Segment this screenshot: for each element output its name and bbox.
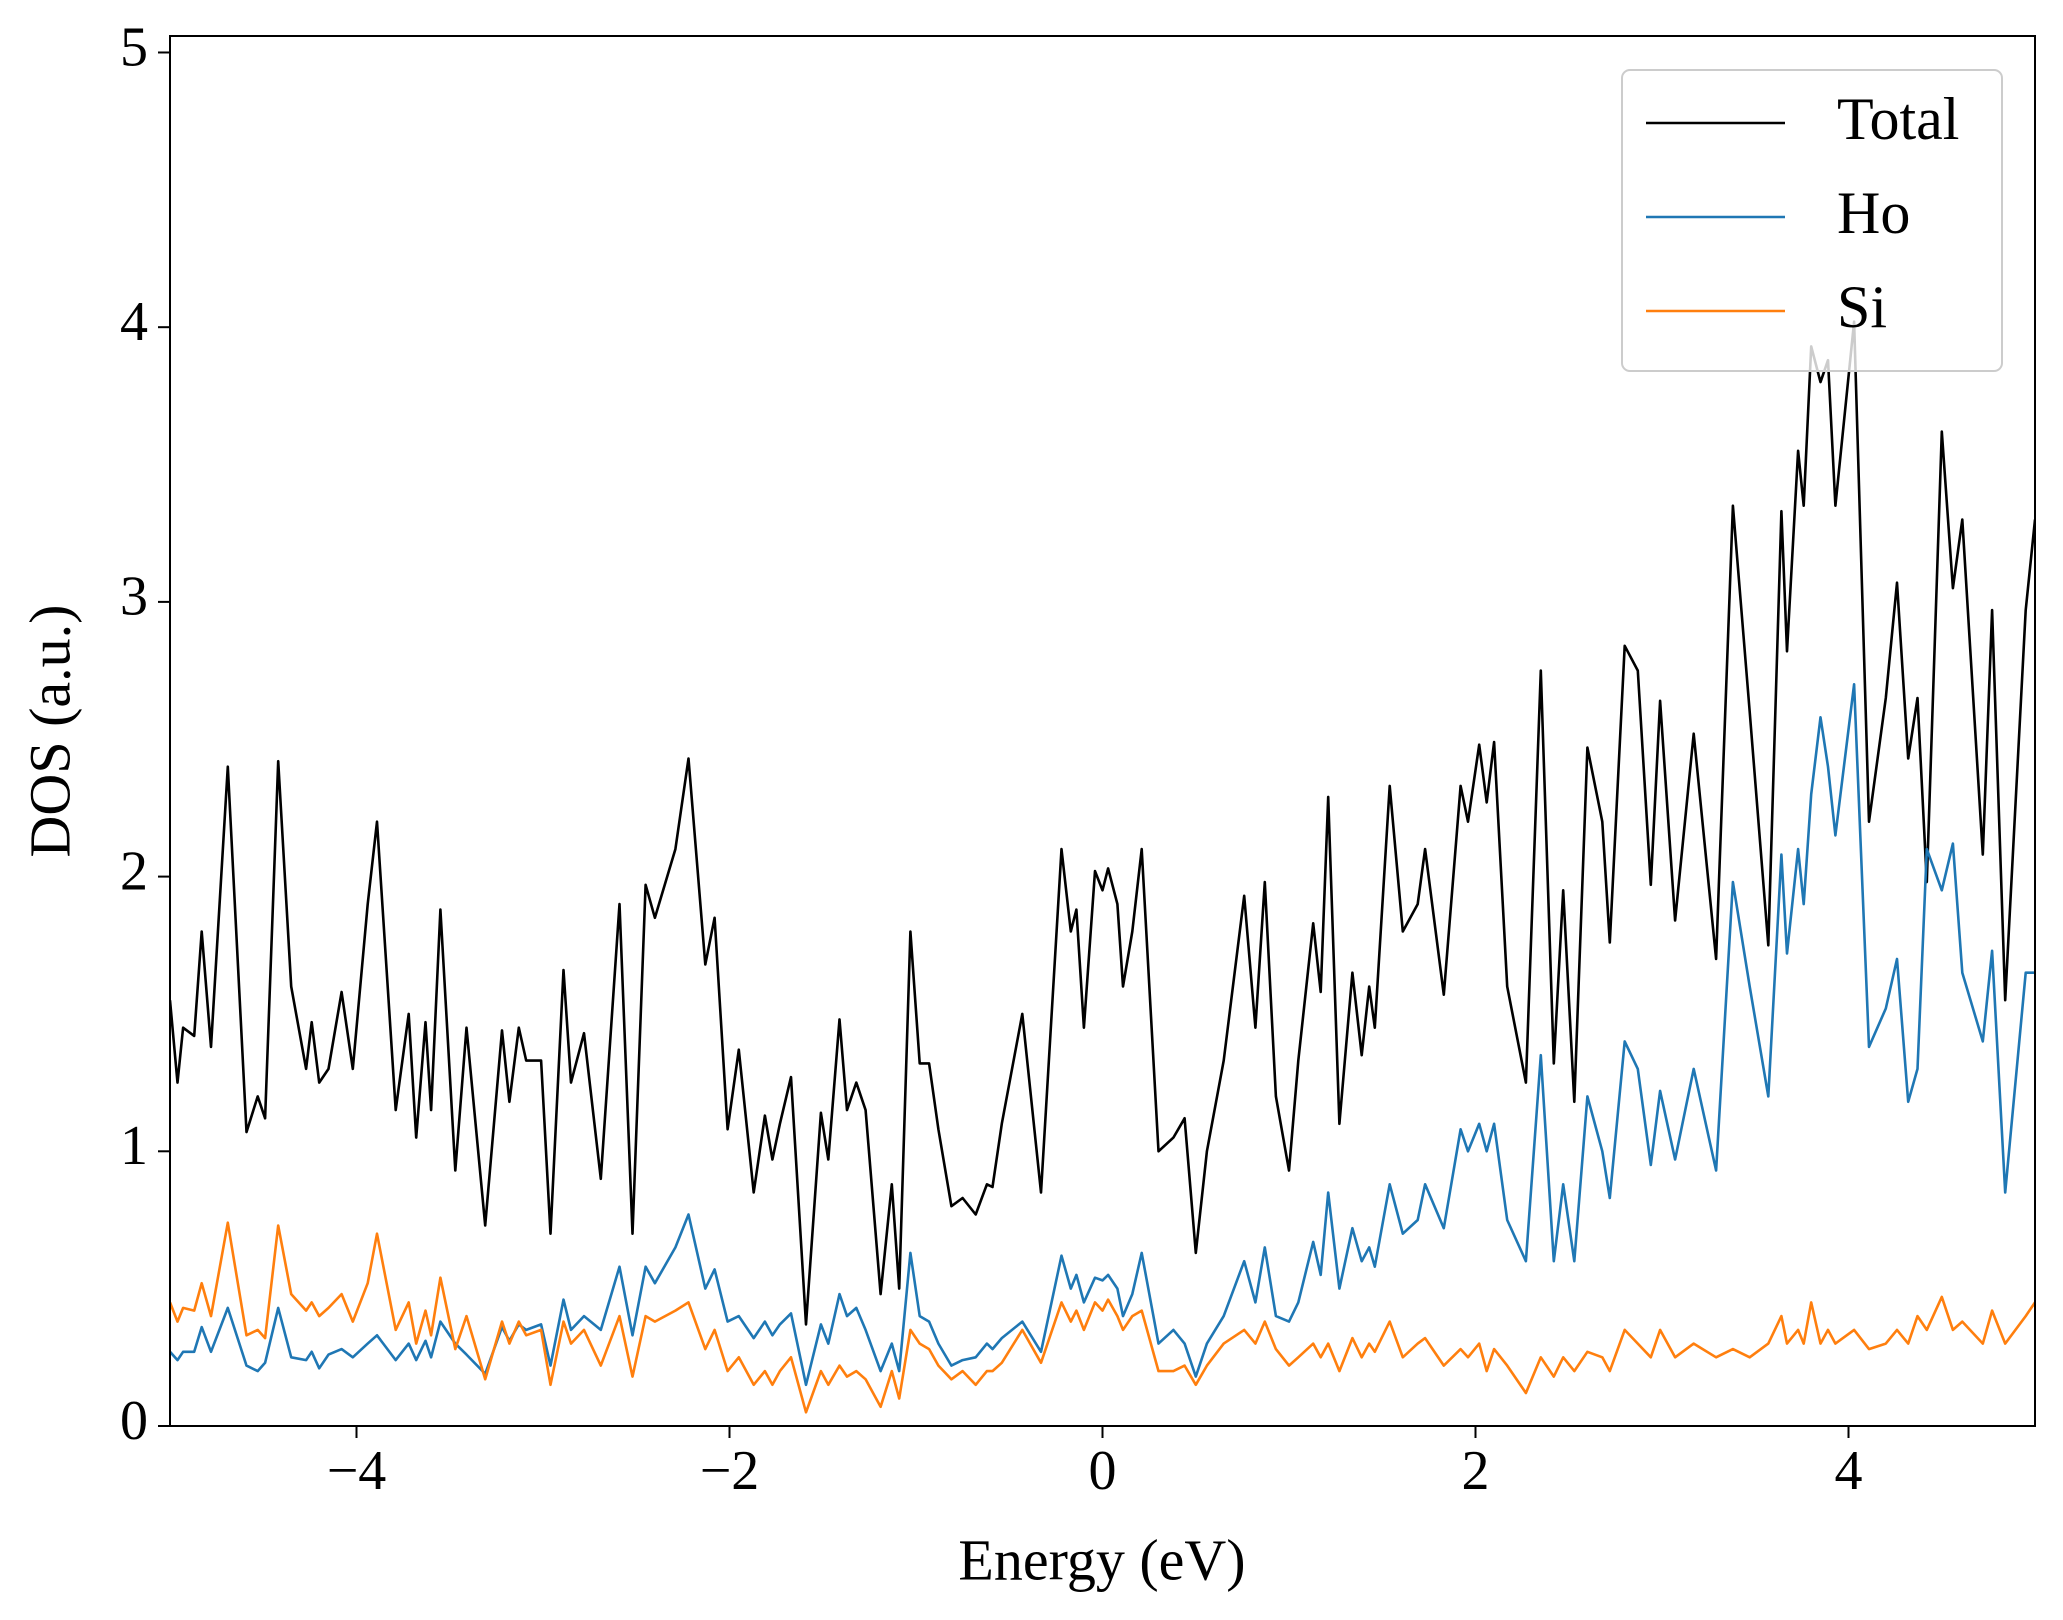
y-tick-label: 0	[120, 1390, 148, 1452]
y-tick-label: 2	[120, 840, 148, 902]
x-tick-label: 2	[1462, 1440, 1490, 1502]
y-tick-label: 5	[120, 16, 148, 78]
x-tick-label: 4	[1835, 1440, 1863, 1502]
legend-label: Total	[1837, 86, 1959, 152]
series-line	[170, 320, 2035, 1326]
legend-label: Ho	[1837, 180, 1910, 246]
x-tick-label: 0	[1089, 1440, 1117, 1502]
plot-frame	[169, 35, 2036, 1427]
x-tick-label: −4	[327, 1440, 387, 1502]
y-tick-label: 4	[120, 291, 148, 353]
y-tick-label: 1	[120, 1115, 148, 1177]
legend-box	[1621, 69, 2003, 372]
legend-label: Si	[1837, 274, 1887, 340]
series-line	[170, 1221, 2035, 1414]
y-tick-label: 3	[120, 566, 148, 628]
x-tick-label: −2	[700, 1440, 760, 1502]
y-axis-label: DOS (a.u.)	[17, 605, 82, 858]
series-line	[170, 683, 2035, 1387]
x-axis-label: Energy (eV)	[958, 1527, 1245, 1592]
